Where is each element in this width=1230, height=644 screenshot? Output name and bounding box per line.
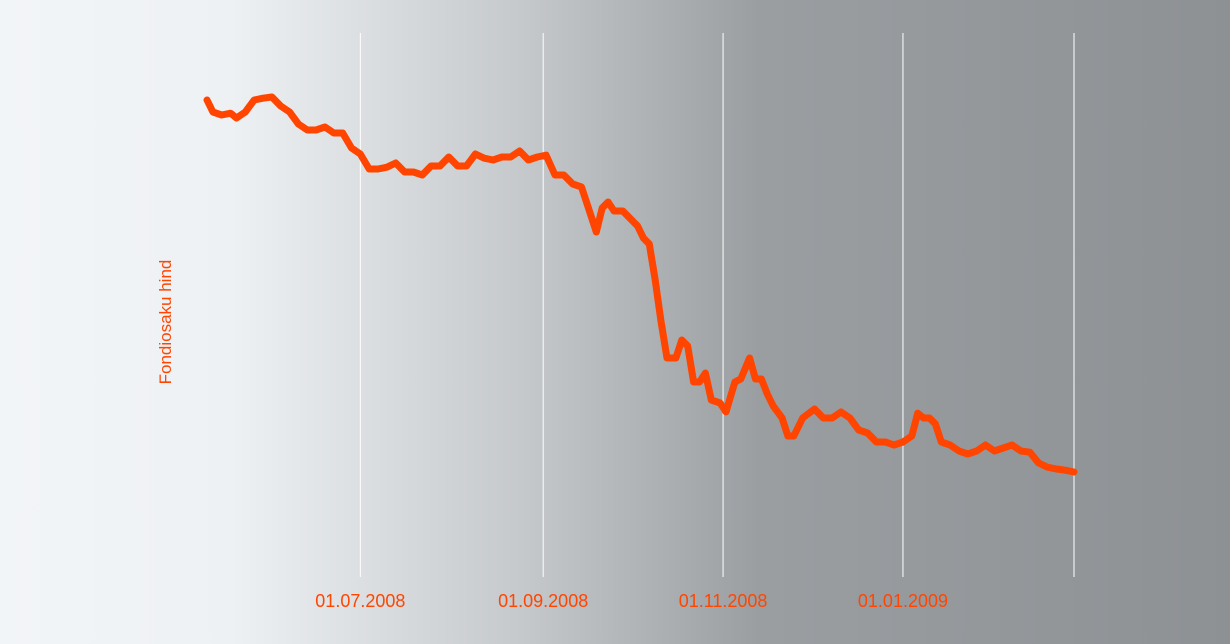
x-tick-label: 01.09.2008	[498, 591, 588, 611]
series-line	[203, 93, 1078, 476]
x-tick-label: 01.01.2009	[858, 591, 948, 611]
x-tick-label: 01.11.2008	[679, 591, 768, 611]
x-tick-label: 01.07.2008	[315, 591, 405, 611]
